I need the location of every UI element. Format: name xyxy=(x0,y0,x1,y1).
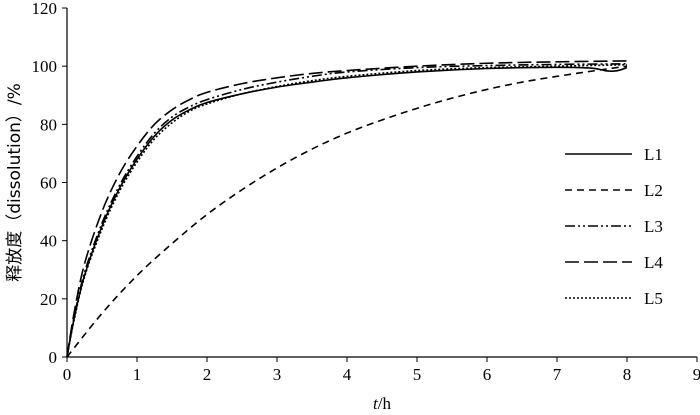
legend-label-L1: L1 xyxy=(644,145,663,164)
y-axis-title: 释放度（dissolution）/% xyxy=(5,83,25,282)
plot-area xyxy=(66,60,628,358)
x-tick-label: 7 xyxy=(553,365,562,384)
x-tick-label: 0 xyxy=(63,365,72,384)
series-line-L5 xyxy=(66,63,628,358)
x-axis-title-unit: /h xyxy=(378,394,392,413)
x-tick-label: 1 xyxy=(133,365,142,384)
y-tick-label: 20 xyxy=(40,290,57,309)
x-axis-title: t/h xyxy=(373,394,391,413)
x-tick-label: 9 xyxy=(693,365,700,384)
y-tick-label: 0 xyxy=(49,348,58,367)
y-tick-label: 80 xyxy=(40,115,57,134)
legend-label-L5: L5 xyxy=(644,289,663,308)
series-line-L4 xyxy=(66,60,628,358)
series-line-L3 xyxy=(66,63,628,358)
legend-label-L4: L4 xyxy=(644,253,663,272)
y-tick-label: 100 xyxy=(32,57,58,76)
x-tick-label: 3 xyxy=(273,365,282,384)
legend-label-L2: L2 xyxy=(644,181,663,200)
x-tick-label: 8 xyxy=(623,365,632,384)
series-line-L2 xyxy=(66,65,628,358)
legend-label-L3: L3 xyxy=(644,217,663,236)
axes: 0 1 2 3 4 5 6 7 8 9 0 20 40 60 80 100 120 xyxy=(32,0,700,384)
legend: L1 L2 L3 L4 L5 xyxy=(565,145,663,308)
x-tick-label: 2 xyxy=(203,365,212,384)
x-tick-label: 6 xyxy=(483,365,492,384)
y-tick-label: 40 xyxy=(40,232,57,251)
y-tick-label: 60 xyxy=(40,174,57,193)
x-tick-label: 5 xyxy=(413,365,422,384)
series-line-L1 xyxy=(66,66,628,358)
x-axis-title-variable: t xyxy=(373,394,379,413)
x-tick-label: 4 xyxy=(343,365,352,384)
y-tick-label: 120 xyxy=(32,0,58,18)
